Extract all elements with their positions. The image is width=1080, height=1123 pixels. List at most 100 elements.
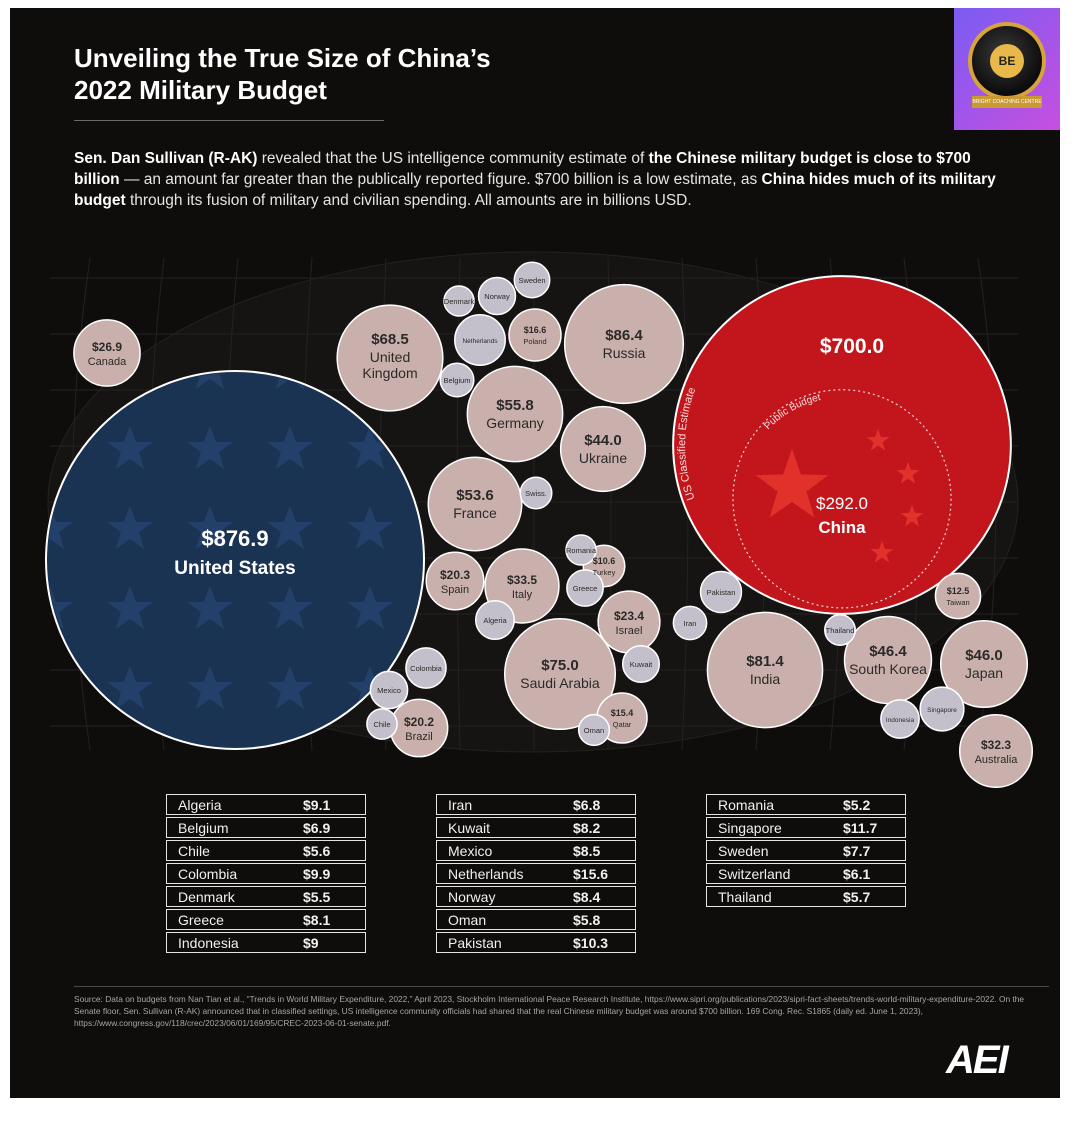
bubble-country: Canada bbox=[88, 356, 127, 368]
bubble-country: Indonesia bbox=[886, 717, 915, 724]
bubble-value: $876.9 bbox=[201, 526, 268, 551]
table-row: Romania $5.2 bbox=[706, 794, 906, 815]
bubble-country: Australia bbox=[975, 754, 1019, 766]
table-value: $8.2 bbox=[573, 819, 601, 836]
table-country: Chile bbox=[178, 842, 210, 859]
bubble-country: Sweden bbox=[518, 276, 545, 285]
flag-star-icon bbox=[870, 540, 894, 563]
bubble-country: Germany bbox=[486, 415, 544, 431]
table-country: Thailand bbox=[718, 888, 772, 905]
bubble-belgium bbox=[439, 362, 475, 398]
table-value: $5.6 bbox=[303, 842, 331, 859]
bubble-country: Singapore bbox=[927, 707, 957, 714]
table-country: Colombia bbox=[178, 865, 238, 882]
bubble-value: $15.4 bbox=[611, 708, 634, 718]
bubble-country: Russia bbox=[603, 345, 646, 361]
table-country: Belgium bbox=[178, 819, 229, 836]
badge-ribbon: BRIGHT COACHING CENTRE bbox=[972, 96, 1042, 108]
table-country: Switzerland bbox=[718, 865, 791, 882]
bubble-india bbox=[706, 611, 824, 729]
bubble-kuwait bbox=[621, 644, 661, 684]
bubble-denmark bbox=[443, 285, 475, 317]
title-divider bbox=[74, 120, 384, 121]
bubble-country: United bbox=[370, 349, 410, 365]
table-country: Indonesia bbox=[178, 934, 239, 951]
table-row: Netherlands $15.6 bbox=[436, 863, 636, 884]
flag-star-icon bbox=[900, 504, 924, 527]
intro-text-1: revealed that the US intelligence commun… bbox=[257, 150, 649, 167]
bubble-value: $46.4 bbox=[869, 643, 907, 660]
table-row: Iran $6.8 bbox=[436, 794, 636, 815]
bubble-sweden bbox=[513, 261, 551, 299]
table-value: $9.9 bbox=[303, 865, 331, 882]
bubble-value: $32.3 bbox=[981, 738, 1011, 752]
flag-star-icon bbox=[896, 461, 920, 484]
table-value: $11.7 bbox=[843, 819, 878, 836]
intro-senator: Sen. Dan Sullivan (R-AK) bbox=[74, 150, 258, 167]
bubble-value: $20.2 bbox=[404, 715, 434, 729]
bubble-country: Oman bbox=[584, 726, 604, 735]
bubble-value: $10.6 bbox=[593, 556, 616, 566]
bubble-value: $292.0 bbox=[816, 494, 868, 513]
bubble-indonesia bbox=[880, 699, 920, 739]
table-row: Denmark $5.5 bbox=[166, 886, 366, 907]
table-value: $9 bbox=[303, 934, 319, 951]
badge-seal-icon: BE bbox=[968, 22, 1046, 100]
table-row: Mexico $8.5 bbox=[436, 840, 636, 861]
bubble-oman bbox=[577, 713, 611, 747]
table-country: Norway bbox=[448, 888, 496, 905]
table-value: $9.1 bbox=[303, 796, 331, 813]
table-country: Kuwait bbox=[448, 819, 491, 836]
table-row: Sweden $7.7 bbox=[706, 840, 906, 861]
table-country: Romania bbox=[718, 796, 775, 813]
coaching-badge: BE BRIGHT COACHING CENTRE bbox=[954, 8, 1060, 130]
table-value: $5.2 bbox=[843, 796, 871, 813]
bubble-country: Turkey bbox=[593, 568, 616, 577]
table-value: $5.8 bbox=[573, 911, 601, 928]
bubble-spain bbox=[425, 551, 485, 611]
bubble-country: Denmark bbox=[444, 297, 475, 306]
bubble-country: Belgium bbox=[443, 376, 470, 385]
source-note: Source: Data on budgets from Nan Tian et… bbox=[74, 986, 1049, 1029]
title-line-1: Unveiling the True Size of China’s bbox=[74, 43, 491, 73]
bubble-value: $20.3 bbox=[440, 568, 470, 582]
bubble-country: Mexico bbox=[377, 686, 401, 695]
bubble-germany bbox=[466, 365, 564, 463]
bubble-value: $33.5 bbox=[507, 573, 537, 587]
table-row: Chile $5.6 bbox=[166, 840, 366, 861]
table-country: Greece bbox=[178, 911, 224, 928]
bubble-algeria bbox=[474, 599, 516, 641]
table-country: Netherlands bbox=[448, 865, 524, 882]
badge-monogram: BE bbox=[990, 44, 1024, 78]
table-row: Norway $8.4 bbox=[436, 886, 636, 907]
bubble-country: Norway bbox=[484, 292, 510, 301]
bubble-iran bbox=[672, 605, 708, 641]
bubble-united-kingdom bbox=[336, 304, 444, 412]
bubble-chile bbox=[366, 708, 398, 740]
bubbles-layer bbox=[45, 261, 1034, 788]
table-country: Algeria bbox=[178, 796, 222, 813]
table-row: Kuwait $8.2 bbox=[436, 817, 636, 838]
table-row: Colombia $9.9 bbox=[166, 863, 366, 884]
table-value: $8.1 bbox=[303, 911, 331, 928]
bubble-country: Qatar bbox=[613, 720, 632, 729]
bubble-poland bbox=[508, 308, 562, 362]
bubble-mexico bbox=[369, 670, 409, 710]
bubble-taiwan bbox=[934, 572, 982, 620]
flag-star-icon bbox=[755, 448, 829, 518]
bubble-value: $46.0 bbox=[965, 647, 1003, 664]
table-row: Algeria $9.1 bbox=[166, 794, 366, 815]
bubble-south-korea bbox=[843, 615, 933, 705]
bubble-canada bbox=[73, 319, 141, 387]
table-value: $6.8 bbox=[573, 796, 601, 813]
bubble-country: Greece bbox=[573, 584, 598, 593]
bubble-country: Ukraine bbox=[579, 450, 627, 466]
table-value: $5.7 bbox=[843, 888, 871, 905]
title-line-2: 2022 Military Budget bbox=[74, 75, 327, 105]
bubble-colombia bbox=[405, 647, 447, 689]
bubble-country: Spain bbox=[441, 584, 469, 596]
bubble-country: South Korea bbox=[849, 661, 927, 677]
bubble-country: Swiss. bbox=[525, 489, 547, 498]
bubble-country: Israel bbox=[616, 625, 643, 637]
bubble-value: $26.9 bbox=[92, 340, 122, 354]
